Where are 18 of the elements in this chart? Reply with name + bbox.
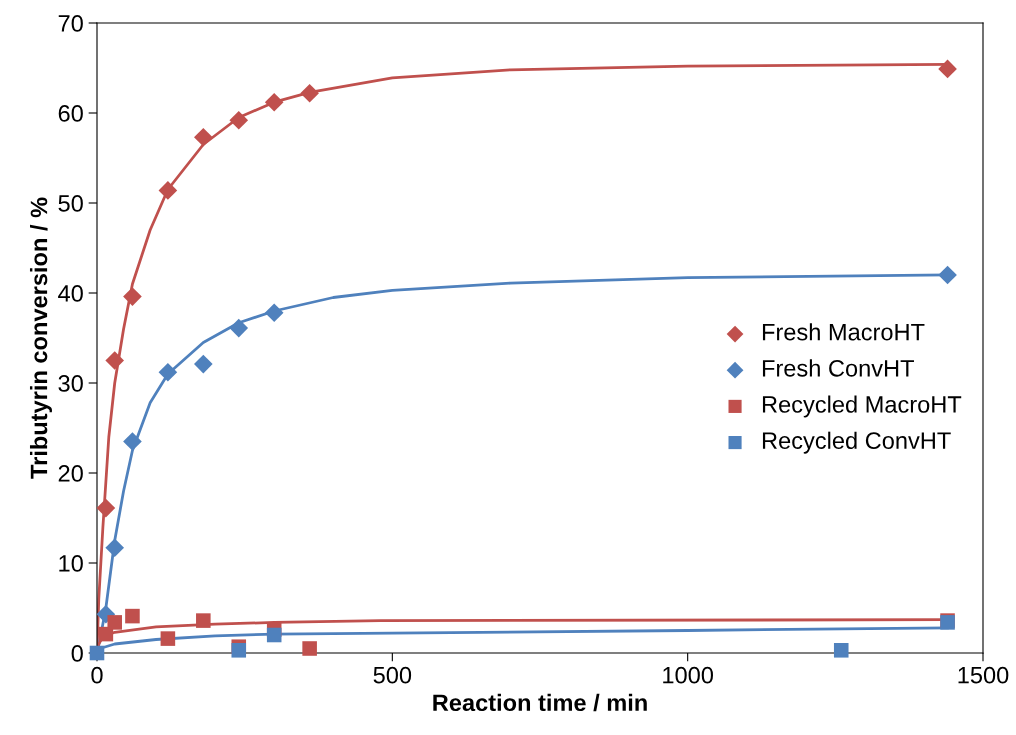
y-tick-label: 30 <box>58 375 83 392</box>
legend-label: Recycled ConvHT <box>762 431 951 454</box>
y-tick-label: 60 <box>58 105 83 122</box>
x-tick-label: 500 <box>373 666 412 684</box>
x-tick-label: 0 <box>91 666 103 684</box>
legend-label: Fresh MacroHT <box>762 323 925 341</box>
y-tick-label: 40 <box>58 285 83 302</box>
y-tick-label: 0 <box>71 645 83 662</box>
x-tick-label: 1500 <box>958 666 1009 684</box>
x-axis-title: Reaction time / min <box>433 693 647 712</box>
y-tick-label: 50 <box>58 195 83 212</box>
y-tick-label: 20 <box>58 465 83 482</box>
x-tick-label: 1000 <box>663 666 714 684</box>
legend-label: Recycled MacroHT <box>762 395 962 418</box>
legend-label: Fresh ConvHT <box>762 359 914 377</box>
y-tick-label: 70 <box>58 15 83 32</box>
y-tick-label: 10 <box>59 555 83 572</box>
y-axis-title: Tributyrin conversion / % <box>29 197 52 479</box>
